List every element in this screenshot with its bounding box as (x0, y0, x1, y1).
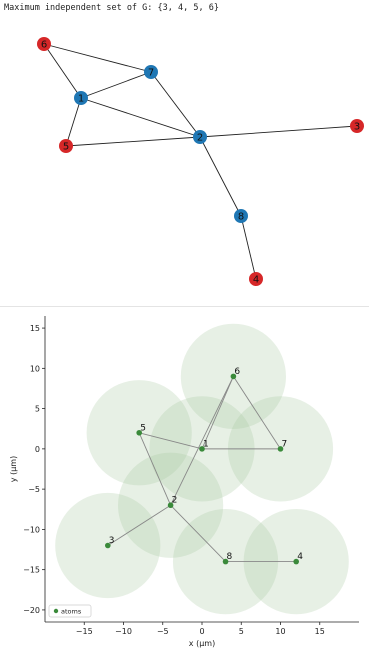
x-tick-label: 15 (315, 627, 325, 636)
graph-node-6 (37, 37, 51, 51)
graph-node-5 (59, 139, 73, 153)
atom-point-2 (167, 502, 174, 509)
graph-node-label-4: 4 (253, 275, 259, 286)
y-tick-label: 0 (35, 445, 40, 454)
atom-label-4: 4 (297, 552, 303, 562)
graph-node-label-3: 3 (354, 122, 360, 133)
atom-label-5: 5 (140, 423, 146, 433)
cell-output-text: Maximum independent set of G: {3, 4, 5, … (4, 3, 219, 13)
graph-edge-2-3 (199, 125, 358, 138)
x-tick-label: −15 (76, 627, 93, 636)
output-divider (0, 306, 369, 307)
graph-edge-8-4 (240, 215, 257, 280)
atom-edge-1-5 (139, 432, 203, 450)
atom-label-7: 7 (282, 439, 288, 449)
atom-point-7 (277, 446, 284, 452)
graph-node-3 (350, 119, 364, 133)
x-tick-label: 0 (199, 627, 204, 636)
graph-edge-1-2 (80, 97, 201, 138)
graph-node-7 (144, 65, 158, 79)
atom-point-8 (222, 558, 229, 565)
y-tick-label: −20 (23, 606, 40, 615)
atom-point-4 (293, 558, 300, 565)
y-tick-label: 10 (30, 364, 40, 373)
atom-label-3: 3 (109, 536, 115, 546)
graph-edge-7-2 (150, 71, 201, 138)
atom-point-5 (136, 429, 142, 436)
y-tick-label: −15 (23, 566, 40, 575)
graph-node-1 (74, 91, 88, 105)
y-tick-label: 15 (30, 324, 40, 333)
graph-edge-2-8 (199, 136, 242, 217)
graph-edge-6-1 (43, 43, 82, 99)
y-axis-label: y (μm) (9, 456, 18, 482)
x-tick-label: −10 (115, 627, 132, 636)
graph-edge-1-5 (65, 97, 82, 147)
graph-node-label-6: 6 (41, 40, 47, 51)
graph-node-label-2: 2 (197, 133, 203, 144)
graph-node-label-1: 1 (78, 94, 84, 105)
graph-node-label-8: 8 (238, 212, 244, 223)
atom-point-6 (230, 373, 237, 380)
graph-node-label-7: 7 (148, 68, 154, 79)
graph-plot: 6 7 1 5 2 3 8 4 (37, 37, 364, 286)
x-tick-label: 5 (239, 627, 244, 636)
graph-edge-1-7 (80, 71, 152, 99)
x-tick-label: −5 (157, 627, 169, 636)
x-tick-label: 10 (275, 627, 285, 636)
legend-label: atoms (61, 608, 82, 616)
y-tick-label: −10 (23, 525, 40, 534)
graph-node-4 (249, 272, 263, 286)
legend-box (48, 604, 92, 618)
atom-edge-2-6 (170, 376, 234, 506)
graph-node-8 (234, 209, 248, 223)
atom-label-1: 1 (203, 439, 209, 449)
graph-edge-5-2 (65, 136, 201, 147)
atom-label-6: 6 (234, 367, 240, 377)
atom-label-8: 8 (227, 552, 233, 562)
atom-label-2: 2 (172, 496, 178, 506)
graph-node-2 (193, 130, 207, 144)
y-tick-label: 5 (35, 405, 40, 414)
atom-edge-2-8 (170, 504, 226, 562)
atom-edge-5-2 (138, 432, 172, 506)
atom-edge-6-7 (233, 376, 281, 450)
atom-edge-2-3 (107, 504, 171, 546)
graph-edge-6-7 (43, 43, 152, 73)
y-tick-label: −5 (28, 485, 40, 494)
atom-point-3 (105, 542, 111, 549)
atom-edge-1-6 (201, 376, 234, 450)
graph-node-label-5: 5 (63, 142, 69, 153)
x-axis-label: x (μm) (189, 639, 215, 648)
legend-marker (53, 608, 59, 614)
atom-point-1 (199, 446, 205, 452)
